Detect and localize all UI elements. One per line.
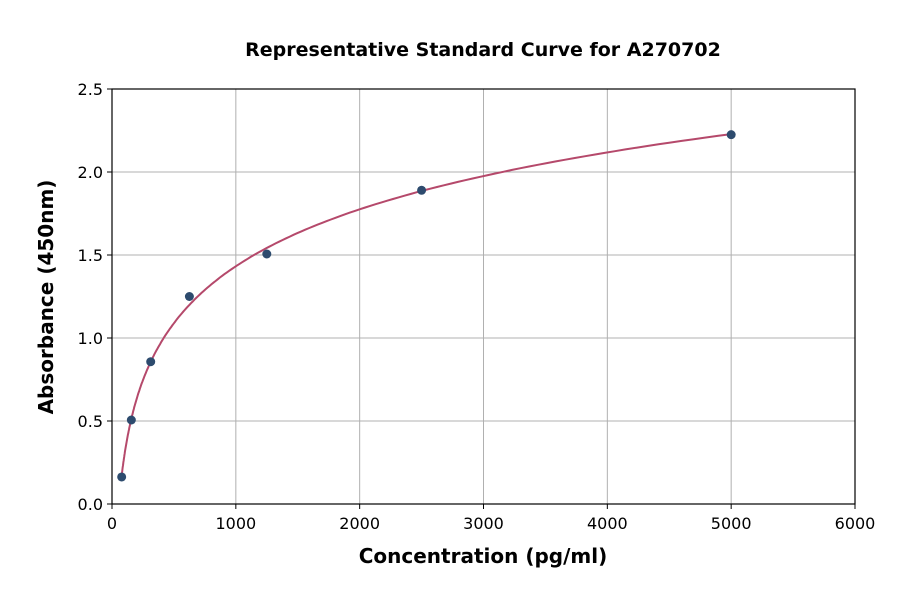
chart-title: Representative Standard Curve for A27070… — [245, 39, 721, 61]
x-tick-label: 0 — [107, 514, 117, 533]
y-axis-ticks: 0.0 0.5 1.0 1.5 2.0 2.5 — [78, 80, 112, 514]
y-tick-label: 2.5 — [78, 80, 103, 99]
fit-curve — [120, 133, 732, 476]
data-point — [417, 185, 427, 195]
data-points — [117, 130, 736, 482]
x-tick-label: 6000 — [835, 514, 876, 533]
x-axis-label: Concentration (pg/ml) — [359, 544, 608, 568]
y-axis-label: Absorbance (450nm) — [34, 180, 58, 415]
data-point — [146, 357, 156, 367]
grid — [111, 88, 856, 505]
y-tick-label: 1.0 — [78, 329, 103, 348]
x-tick-label: 1000 — [215, 514, 256, 533]
data-point — [262, 249, 272, 259]
y-tick-label: 0.0 — [78, 495, 103, 514]
x-tick-label: 2000 — [339, 514, 380, 533]
data-point — [184, 292, 194, 301]
x-tick-label: 3000 — [463, 514, 504, 533]
y-tick-label: 1.5 — [78, 246, 103, 265]
y-tick-label: 0.5 — [78, 412, 103, 431]
x-tick-label: 4000 — [587, 514, 628, 533]
x-tick-label: 5000 — [711, 514, 752, 533]
data-point — [126, 415, 136, 425]
data-point — [117, 472, 127, 482]
y-tick-label: 2.0 — [78, 163, 103, 182]
x-axis-ticks: 0 1000 2000 3000 4000 5000 6000 — [107, 504, 875, 533]
data-point — [726, 130, 736, 140]
